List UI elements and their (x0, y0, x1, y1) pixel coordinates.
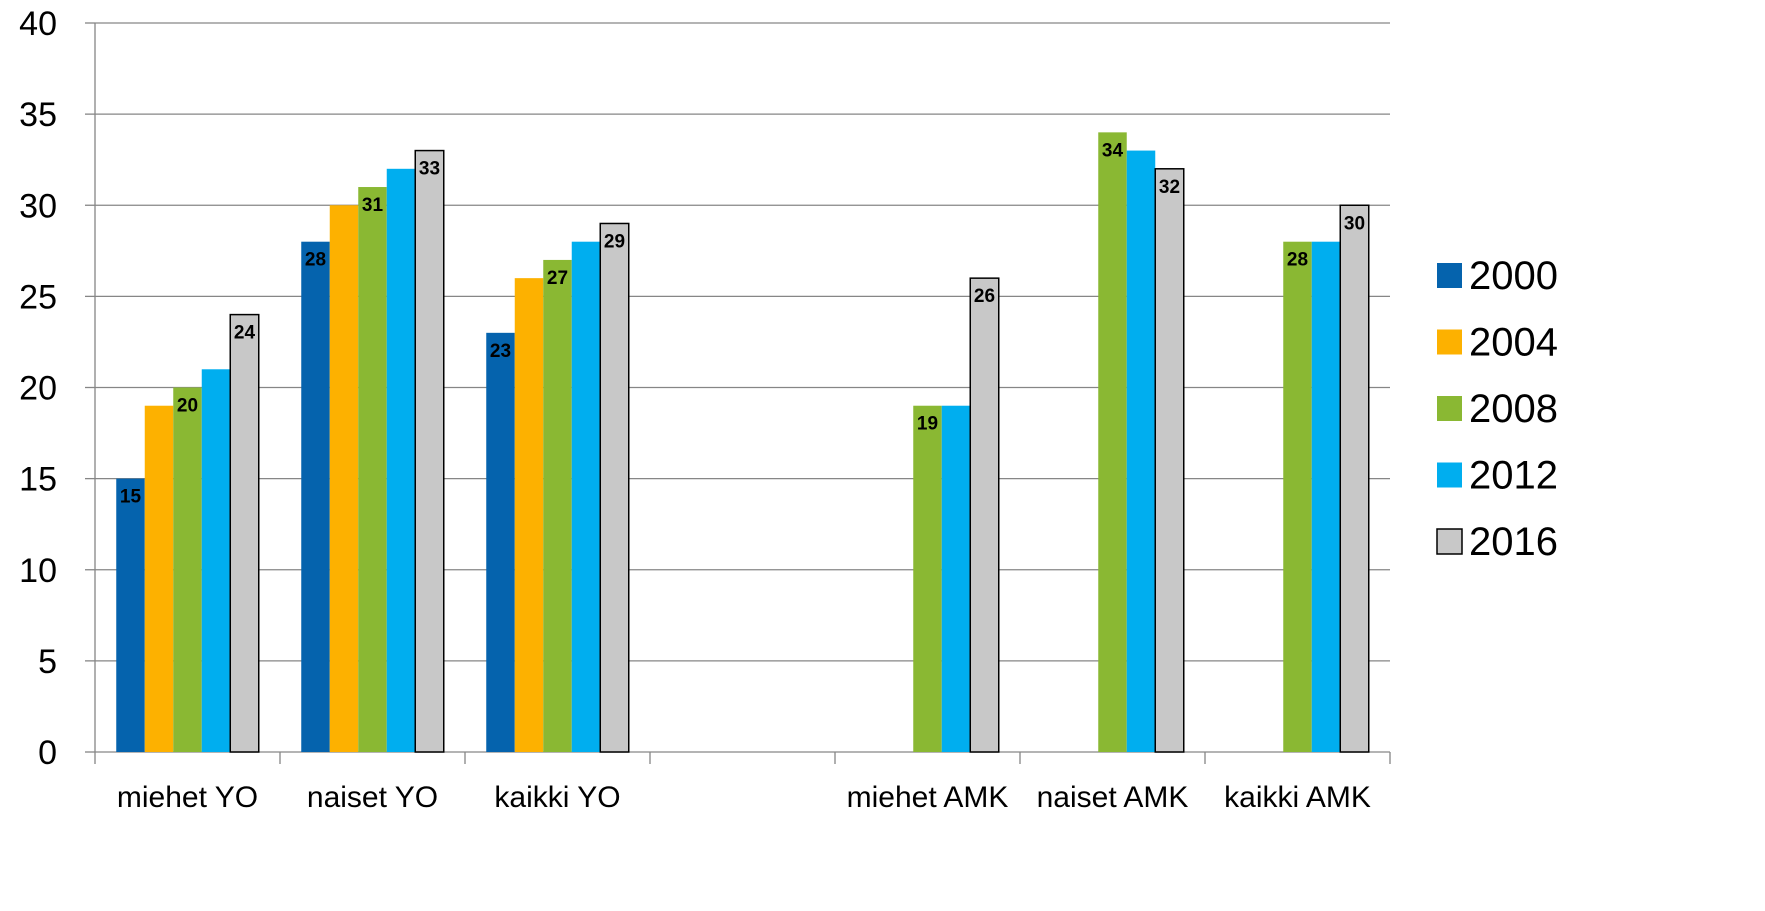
data-labels: 15 20 24 28 31 33 23 27 29 19 26 34 32 28 30 (120, 140, 1365, 507)
data-label: 31 (362, 195, 384, 216)
bar-2012 (571, 241, 601, 752)
bar-2016 (969, 277, 1000, 753)
x-tick-label: kaikki AMK (1224, 781, 1371, 814)
legend-swatch-2008 (1437, 396, 1462, 421)
y-tick-label: 30 (19, 187, 57, 225)
data-label: 26 (974, 286, 995, 307)
data-label: 29 (604, 231, 625, 252)
bar-2008 (173, 387, 202, 752)
bar-2016 (229, 313, 260, 753)
bar-2012 (941, 405, 971, 752)
y-tick-label: 25 (19, 278, 57, 316)
bar-2008 (1098, 132, 1127, 753)
bar-2004 (514, 278, 544, 752)
x-tick-label: naiset AMK (1037, 781, 1189, 814)
bar-2000 (486, 332, 515, 752)
bar-2012 (1126, 150, 1156, 752)
data-label: 24 (234, 323, 256, 344)
bar-2012 (386, 168, 416, 753)
bar-2012 (1311, 241, 1341, 752)
bar-2016 (1154, 168, 1185, 753)
legend-swatch-2000 (1437, 263, 1462, 288)
data-label: 33 (419, 159, 440, 180)
data-label: 23 (490, 341, 511, 362)
y-tick-label: 20 (19, 370, 57, 408)
data-label: 15 (120, 487, 142, 508)
bar-2000 (301, 241, 330, 752)
bar-2008 (543, 259, 572, 752)
data-label: 28 (1287, 250, 1308, 271)
legend-label-2004: 2004 (1469, 321, 1558, 365)
data-label: 20 (177, 396, 198, 417)
x-tick-label: miehet YO (117, 781, 258, 814)
bar-2016 (599, 222, 630, 753)
legend-label-2012: 2012 (1469, 454, 1558, 498)
bar-2016 (414, 149, 445, 753)
legend: 2000 2004 2008 2012 2016 (1436, 254, 1558, 564)
bars (116, 132, 1370, 753)
y-tick-label: 35 (19, 96, 57, 134)
data-label: 27 (547, 268, 568, 289)
y-tick-label: 40 (19, 5, 57, 43)
legend-label-2008: 2008 (1469, 387, 1558, 431)
data-label: 28 (305, 250, 326, 271)
y-tick-label: 5 (38, 643, 57, 681)
data-label: 32 (1159, 177, 1180, 198)
legend-swatch-2016 (1436, 528, 1463, 555)
bar-2004 (329, 205, 359, 752)
x-tick-label: miehet AMK (847, 781, 1009, 814)
y-tick-label: 15 (19, 461, 57, 499)
bar-2008 (1283, 241, 1312, 752)
legend-swatch-2004 (1437, 329, 1462, 355)
x-tick-label: naiset YO (307, 781, 438, 814)
bar-2008 (358, 187, 387, 752)
legend-label-2000: 2000 (1469, 254, 1558, 298)
bar-2004 (144, 405, 174, 752)
gridlines (95, 22, 1390, 662)
legend-label-2016: 2016 (1469, 520, 1558, 564)
y-tick-label: 0 (38, 734, 57, 772)
y-tick-label: 10 (19, 552, 57, 590)
x-tick-label: kaikki YO (494, 781, 620, 814)
data-label: 30 (1344, 213, 1365, 234)
bar-2000 (116, 478, 145, 752)
data-label: 34 (1102, 140, 1124, 161)
legend-swatch-2012 (1437, 462, 1462, 488)
bar-2012 (201, 369, 231, 752)
data-label: 19 (917, 414, 938, 435)
axes: 0 5 10 15 20 25 30 35 40 miehet YO naiset YO kaikki… (19, 5, 1391, 814)
bar-2008 (913, 405, 942, 752)
bar-2016 (1339, 204, 1370, 753)
